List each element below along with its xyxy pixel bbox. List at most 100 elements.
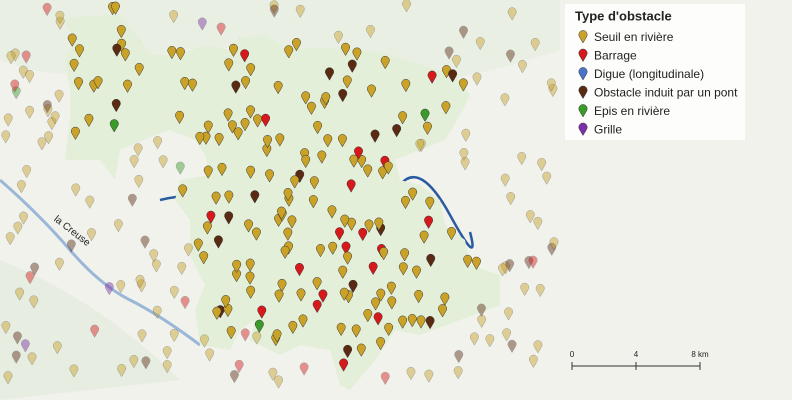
terrain [0,260,180,400]
obstacle-marker [547,242,557,256]
obstacle-marker [43,104,53,118]
obstacle-marker [380,371,390,386]
obstacle-marker [74,77,83,91]
obstacle-marker [423,121,432,136]
obstacle-marker [137,329,147,343]
obstacle-marker [441,101,451,115]
obstacle-marker [175,161,185,175]
obstacle-marker [216,22,226,36]
obstacle-marker [336,322,346,337]
obstacle-marker [338,134,347,148]
obstacle-marker [246,63,256,77]
obstacle-marker [229,43,238,58]
obstacle-marker [117,364,126,378]
obstacle-marker [234,359,244,374]
obstacle-marker [52,341,62,355]
obstacle-marker [339,287,349,301]
obstacle-marker [193,238,203,252]
markers [1,0,559,389]
obstacle-marker [340,214,350,228]
obstacle-marker [307,101,316,116]
obstacle-marker [11,86,21,100]
obstacle-marker [425,316,435,330]
obstacle-marker [371,297,380,311]
obstacle-marker [578,67,588,81]
obstacle-marker [412,265,421,279]
obstacle-marker [246,285,256,299]
obstacle-marker [504,307,513,321]
obstacle-marker [263,135,272,149]
obstacle-marker [308,195,318,209]
obstacle-marker [232,259,242,274]
obstacle-marker [203,165,213,179]
obstacle-marker [116,280,126,294]
legend-label: Grille [594,123,622,137]
obstacle-marker [240,49,250,63]
obstacle-marker [542,171,552,185]
obstacle-marker [252,227,261,241]
obstacle-marker [546,78,556,92]
obstacle-marker [188,78,197,92]
legend-label: Digue (longitudinale) [594,67,704,81]
obstacle-marker [507,339,517,354]
obstacle-marker [529,354,538,369]
obstacle-marker [398,262,408,276]
obstacle-marker [3,113,13,127]
obstacle-marker [199,251,209,265]
obstacle-marker [463,254,473,269]
obstacle-marker [269,0,279,14]
obstacle-marker [528,255,538,269]
obstacle-marker [211,191,221,205]
obstacle-marker [348,279,358,294]
obstacle-marker [203,120,213,134]
obstacle-marker [316,244,325,258]
obstacle-marker [69,58,79,73]
obstacle-marker [447,227,456,241]
obstacle-marker [224,190,234,204]
obstacle-marker [500,93,510,107]
obstacle-marker [135,274,145,289]
obstacle-marker [177,262,187,276]
obstacle-marker [127,193,137,208]
obstacle-marker [325,67,334,81]
obstacle-marker [67,33,77,47]
obstacle-marker [120,48,130,62]
obstacle-marker [134,175,144,189]
obstacle-marker [152,305,162,320]
obstacle-marker [300,148,310,162]
obstacle-marker [246,165,256,179]
obstacle-marker [407,314,417,328]
obstacle-marker [241,76,250,90]
obstacle-marker [363,309,373,323]
obstacle-marker [505,259,515,273]
obstacle-marker [500,173,510,187]
obstacle-marker [387,296,397,310]
obstacle-marker [312,299,322,314]
obstacle-marker [25,105,34,120]
obstacle-marker [228,120,237,134]
obstacle-marker [356,343,366,357]
obstacle-marker [548,84,558,98]
obstacle-marker [517,152,527,166]
obstacle-marker [167,46,177,60]
obstacle-marker [221,295,231,309]
obstacle-marker [392,124,402,138]
obstacle-marker [15,287,25,301]
obstacle-marker [427,70,437,84]
obstacle-marker [274,289,284,303]
obstacle-marker [383,161,393,175]
obstacle-marker [55,257,64,271]
obstacle-marker [253,114,262,128]
obstacle-marker [44,131,53,145]
obstacle-marker [452,54,461,69]
obstacle-marker [114,219,123,233]
obstacle-marker [321,92,331,106]
obstacle-marker [415,139,425,153]
obstacle-marker [54,89,64,103]
obstacle-marker [312,277,322,291]
obstacle-marker [416,315,426,329]
obstacle-marker [502,328,511,342]
obstacle-marker [440,292,450,306]
obstacle-marker [296,288,306,302]
